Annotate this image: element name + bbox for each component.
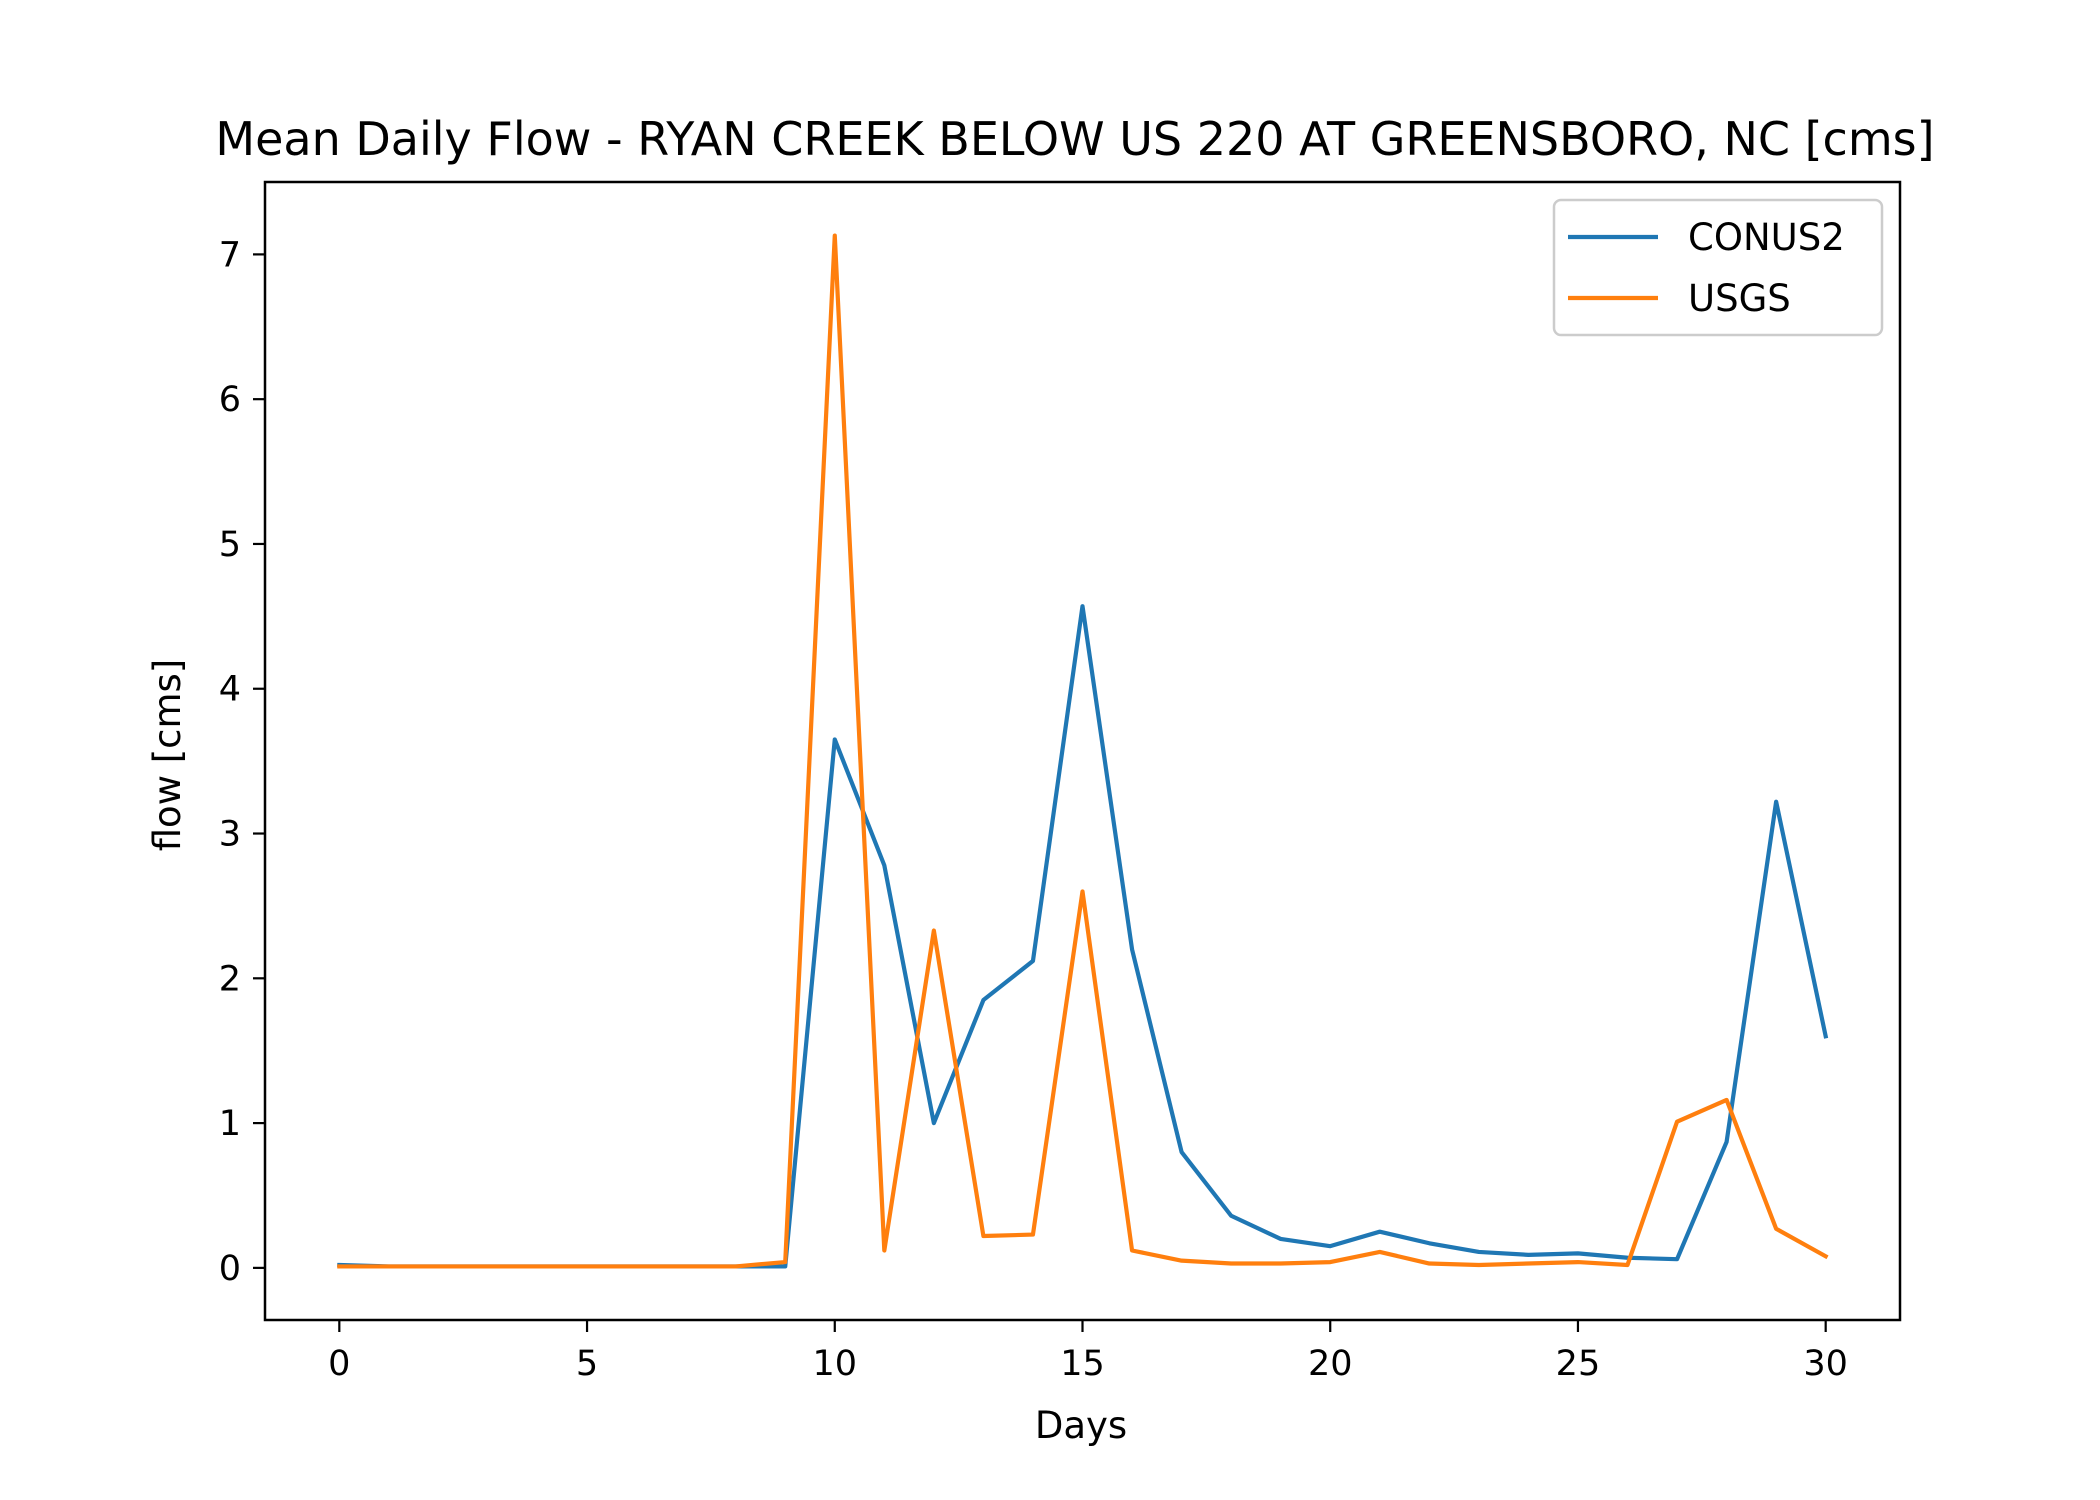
y-tick-label: 1 bbox=[219, 1104, 241, 1144]
y-tick-label: 5 bbox=[219, 525, 241, 565]
legend-box bbox=[1552, 198, 1884, 337]
y-tick-label: 0 bbox=[219, 1249, 241, 1289]
x-tick-label: 25 bbox=[1556, 1344, 1601, 1384]
y-tick-label: 6 bbox=[219, 380, 241, 420]
x-tick-label: 10 bbox=[812, 1344, 857, 1384]
legend: CONUS2 USGS bbox=[1552, 198, 1884, 337]
chart-title: Mean Daily Flow - RYAN CREEK BELOW US 22… bbox=[215, 112, 1934, 166]
series-line-usgs bbox=[337, 233, 1829, 1269]
x-tick-label: 0 bbox=[328, 1344, 350, 1384]
plot-area: 0 5 10 15 20 25 30 0 1 2 3 4 5 6 7 bbox=[219, 180, 1902, 1384]
legend-label-conus2: CONUS2 bbox=[1688, 216, 1845, 259]
y-axis-label: flow [cms] bbox=[146, 659, 189, 852]
y-tick-label: 2 bbox=[219, 959, 241, 999]
x-tick-label: 30 bbox=[1803, 1344, 1848, 1384]
y-tick-label: 4 bbox=[219, 670, 241, 710]
legend-label-usgs: USGS bbox=[1688, 277, 1791, 320]
x-axis-label: Days bbox=[1035, 1404, 1127, 1447]
x-tick-label: 15 bbox=[1060, 1344, 1105, 1384]
y-tick-label: 7 bbox=[219, 235, 241, 275]
x-tick-label: 5 bbox=[576, 1344, 598, 1384]
y-tick-label: 3 bbox=[219, 815, 241, 855]
x-tick-label: 20 bbox=[1308, 1344, 1353, 1384]
